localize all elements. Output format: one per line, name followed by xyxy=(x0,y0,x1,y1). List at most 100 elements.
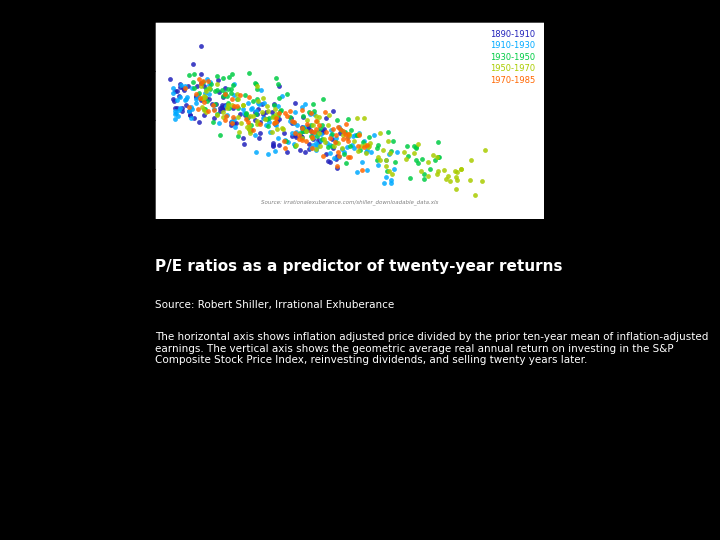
Point xyxy=(346,126,357,134)
Point xyxy=(240,111,251,119)
Point xyxy=(214,106,225,115)
Point xyxy=(232,132,243,140)
Point xyxy=(313,129,325,138)
Point xyxy=(326,130,338,138)
Point xyxy=(303,140,315,149)
Point xyxy=(184,111,196,119)
Point xyxy=(217,92,229,100)
Point xyxy=(167,94,179,103)
Text: Source: irrationalexuberance.com/shiller_downloadable_data.xls: Source: irrationalexuberance.com/shiller… xyxy=(261,199,438,205)
Point xyxy=(252,85,264,93)
Point xyxy=(248,96,259,105)
Point xyxy=(261,102,272,111)
Point xyxy=(221,110,233,119)
Point xyxy=(289,107,301,116)
Point xyxy=(378,179,390,188)
Point xyxy=(242,113,253,122)
Point xyxy=(330,133,342,142)
Point xyxy=(348,137,360,145)
Point xyxy=(308,128,320,137)
Point xyxy=(238,109,249,118)
Point xyxy=(195,79,207,87)
Point xyxy=(269,100,280,109)
Point xyxy=(324,140,336,149)
Point xyxy=(266,128,278,137)
Point xyxy=(289,128,300,137)
Point xyxy=(464,176,476,185)
Point xyxy=(263,113,274,122)
Point xyxy=(268,100,279,109)
Point xyxy=(318,124,330,133)
Point xyxy=(242,98,253,107)
Point xyxy=(380,173,392,182)
Point xyxy=(199,89,211,98)
Point xyxy=(351,130,362,139)
Text: The horizontal axis shows inflation adjusted price divided by the prior ten-year: The horizontal axis shows inflation adju… xyxy=(155,332,708,365)
Point xyxy=(297,125,308,133)
Point xyxy=(366,148,377,157)
Point xyxy=(245,129,256,137)
Point xyxy=(197,94,209,103)
Point xyxy=(307,99,318,108)
Point xyxy=(248,126,259,134)
Point xyxy=(318,135,329,144)
Point xyxy=(253,129,265,137)
Point xyxy=(382,137,394,145)
Point xyxy=(262,150,274,159)
Point xyxy=(297,126,308,135)
Point xyxy=(168,83,179,92)
Point xyxy=(195,82,207,90)
Point xyxy=(331,164,343,172)
Point xyxy=(200,93,212,102)
Point xyxy=(291,140,302,149)
Point xyxy=(296,136,307,144)
Point xyxy=(296,103,307,111)
Point xyxy=(282,138,294,146)
Point xyxy=(195,96,207,104)
Point xyxy=(297,122,308,131)
Point xyxy=(174,93,186,102)
Point xyxy=(312,141,323,150)
Point xyxy=(344,141,356,150)
Point xyxy=(194,94,206,103)
Point xyxy=(203,95,215,104)
Point xyxy=(258,114,270,123)
Point xyxy=(220,102,232,110)
Point xyxy=(343,130,355,139)
Point xyxy=(209,104,220,113)
Point xyxy=(198,91,210,100)
Point xyxy=(314,123,325,132)
Point xyxy=(284,117,295,125)
Point xyxy=(281,90,292,99)
Point xyxy=(410,156,422,164)
Point xyxy=(297,106,308,114)
Point xyxy=(359,113,370,122)
Legend: 1890-1910, 1910-1930, 1930-1950, 1950-1970, 1970-1985: 1890-1910, 1910-1930, 1930-1950, 1950-19… xyxy=(486,26,539,89)
Point xyxy=(271,118,282,127)
Point xyxy=(232,102,243,110)
Point xyxy=(253,134,265,143)
Point xyxy=(412,158,423,167)
Point xyxy=(202,77,214,85)
Point xyxy=(249,107,261,116)
Point xyxy=(351,131,363,139)
Point xyxy=(199,105,210,113)
Point xyxy=(343,153,354,161)
Point xyxy=(297,133,308,142)
Point xyxy=(325,131,337,139)
Point xyxy=(449,166,461,175)
Point xyxy=(307,134,318,143)
Point xyxy=(176,103,188,112)
Point xyxy=(450,185,462,193)
Point xyxy=(197,77,209,86)
Point xyxy=(183,107,194,116)
Point xyxy=(307,132,318,140)
Point xyxy=(293,134,305,143)
Point xyxy=(305,125,316,134)
Point xyxy=(261,114,273,123)
Point xyxy=(289,99,301,107)
Point xyxy=(179,85,190,94)
Point xyxy=(228,80,239,89)
Point xyxy=(371,156,382,164)
Point xyxy=(254,119,266,128)
